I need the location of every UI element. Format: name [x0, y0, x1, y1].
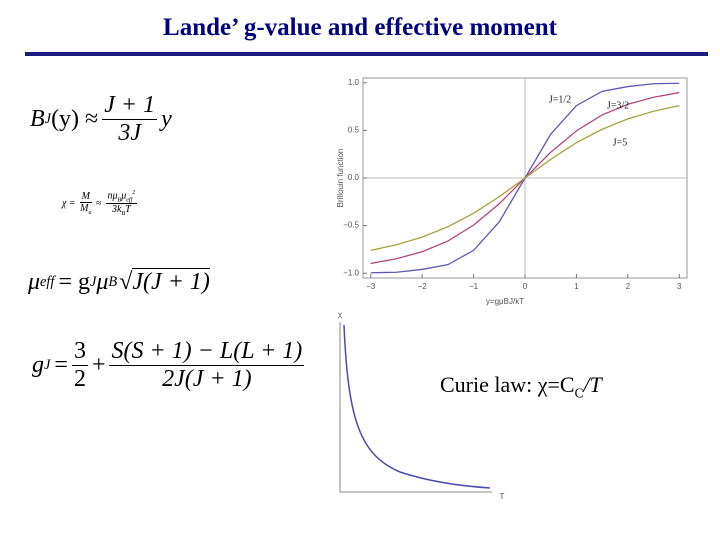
f-text: y: [161, 106, 172, 132]
f-text: g: [32, 352, 44, 378]
f-num: nμ: [107, 190, 118, 202]
f-den: 3k: [112, 204, 122, 216]
f-text: μ: [96, 268, 109, 295]
f-num: S(S + 1) − L(L + 1): [109, 338, 305, 366]
y-tick-label: 0.0: [348, 173, 360, 182]
f-den: 3J: [118, 120, 141, 146]
series-label: J=1/2: [549, 94, 571, 105]
x-tick-label: −1: [469, 282, 479, 291]
f-sup: 2: [132, 190, 136, 196]
x-tick-label: 2: [626, 282, 631, 291]
y-tick-label: 0.5: [348, 125, 360, 134]
curie-text: /T: [583, 372, 602, 397]
f-text: +: [91, 352, 106, 378]
f-text: (y) ≈: [51, 106, 99, 132]
f-sub: B: [117, 197, 122, 204]
slide-title: Lande’ g-value and effective moment: [163, 14, 557, 41]
f-text: ≈: [96, 198, 102, 210]
series-label: J=5: [613, 137, 628, 148]
curie-sub: C: [574, 385, 584, 401]
title-rule: [25, 52, 708, 56]
x-tick-label: −2: [418, 282, 428, 291]
f-den: M: [80, 203, 89, 215]
f-sub: B: [108, 273, 118, 290]
f-den: 2J(J + 1): [162, 366, 252, 392]
f-sub: J: [89, 273, 97, 290]
f-num: J + 1: [102, 92, 158, 120]
f-text: J(J + 1): [132, 268, 210, 295]
f-text: = g: [58, 268, 90, 295]
f-text: =: [54, 352, 68, 378]
f-den: T: [125, 204, 131, 216]
f-sub: eff: [40, 273, 55, 290]
f-sub: eff: [126, 197, 133, 204]
series-label: J=3/2: [607, 100, 629, 111]
f-sub: J: [44, 357, 51, 373]
curie-xlabel: T: [500, 492, 505, 501]
x-tick-label: 1: [574, 282, 579, 291]
f-text: B: [30, 106, 45, 132]
f-num: 3: [71, 338, 88, 366]
formula: χ = M Ma ≈ nμBμeff2 3kBT: [62, 190, 141, 217]
curie-law: Curie law: χ=CC/T: [440, 372, 602, 401]
y-tick-label: −1.0: [343, 268, 359, 277]
f-text: χ =: [62, 198, 76, 210]
curie-curve: [343, 324, 491, 489]
f-text: μ: [28, 268, 41, 295]
f-num: M: [79, 191, 92, 204]
series-line: [370, 104, 680, 252]
x-axis-label: y=gμBJ/kT: [486, 297, 524, 306]
f-sub: J: [44, 111, 52, 127]
curie-ylabel: χ: [338, 310, 343, 319]
x-tick-label: 0: [523, 282, 528, 291]
f-sub: B: [121, 211, 126, 218]
f-den: 2: [73, 366, 86, 392]
x-tick-label: 3: [677, 282, 682, 291]
f-sub: a: [88, 210, 92, 217]
y-tick-label: 1.0: [348, 78, 360, 87]
curie-text: Curie law: χ=C: [440, 372, 575, 397]
f-num: μ: [121, 190, 127, 202]
y-axis-label: Brillouin function: [336, 149, 345, 208]
x-tick-label: −3: [366, 282, 376, 291]
y-tick-label: −0.5: [343, 221, 359, 230]
